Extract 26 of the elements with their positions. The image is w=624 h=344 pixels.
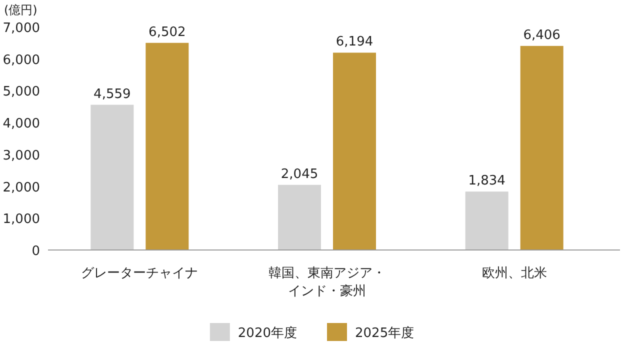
bar	[90, 104, 134, 250]
y-tick-label: 1,000	[2, 212, 40, 228]
text: 4,559	[94, 86, 131, 102]
bar	[278, 184, 321, 250]
y-tick-label: 5,000	[2, 84, 40, 100]
text: 6,194	[336, 34, 374, 50]
legend-label: 2020年度	[238, 325, 297, 341]
x-tick-label: 韓国、東南アジア・インド・豪州	[268, 266, 386, 299]
bar	[146, 42, 189, 250]
y-tick-label: 6,000	[2, 52, 40, 68]
y-tick-label: 2,000	[2, 180, 40, 196]
text: 2,045	[280, 166, 318, 182]
text: 1,834	[468, 174, 506, 189]
bar	[465, 192, 508, 250]
y-tick-label: 0	[32, 244, 40, 259]
y-tick-label: 7,000	[2, 21, 40, 36]
y-tick-label: 4,000	[2, 116, 40, 132]
text: 6,406	[523, 28, 560, 43]
legend-label: 2025年度	[355, 325, 414, 341]
x-tick-label: 欧州、北米	[482, 266, 547, 281]
bar	[520, 46, 564, 250]
bar	[333, 52, 376, 250]
text: 6,502	[148, 24, 186, 40]
y-tick-label: 3,000	[2, 148, 40, 164]
x-tick-label: グレーターチャイナ	[81, 266, 198, 281]
y-axis-title: (億円)	[4, 3, 38, 17]
